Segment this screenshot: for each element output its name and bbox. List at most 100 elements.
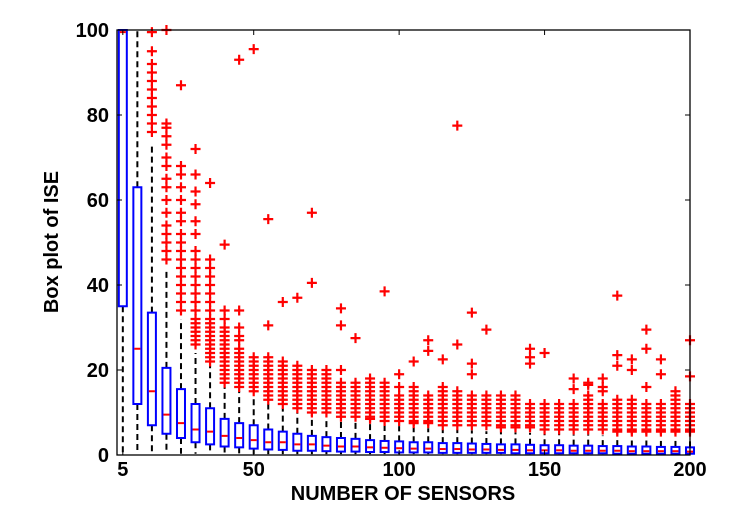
outlier-marker [234, 331, 245, 341]
outlier-marker [205, 305, 216, 316]
outlier-marker [466, 390, 477, 401]
box-iqr [481, 442, 492, 454]
outlier-marker [161, 229, 172, 239]
outlier-marker [175, 207, 186, 218]
outlier-marker [190, 186, 201, 197]
outlier-marker [161, 246, 172, 256]
box-iqr [452, 442, 463, 454]
outlier-marker [306, 207, 317, 218]
outlier-marker [335, 365, 346, 375]
box-iqr [248, 424, 259, 450]
outlier-marker [568, 373, 579, 384]
box-155 [554, 399, 565, 455]
outlier-marker [161, 139, 172, 150]
box-iqr [525, 443, 536, 455]
box-iqr [190, 403, 201, 444]
outlier-marker [612, 350, 623, 361]
outlier-marker [161, 195, 172, 205]
outlier-marker [161, 118, 172, 129]
outlier-marker [554, 399, 565, 409]
outlier-marker [466, 358, 477, 369]
outlier-marker [525, 399, 536, 409]
outlier-marker [175, 216, 186, 227]
outlier-marker [161, 182, 172, 193]
y-tick-label: 0 [98, 445, 109, 467]
outlier-marker [568, 399, 579, 409]
box-iqr [554, 444, 565, 455]
outlier-marker [321, 365, 332, 375]
box-iqr [292, 432, 303, 452]
outlier-marker [263, 320, 274, 331]
outlier-marker [190, 305, 201, 316]
outlier-marker [481, 324, 492, 335]
outlier-marker [205, 280, 216, 290]
box-95 [379, 286, 390, 455]
box-iqr [408, 441, 419, 454]
outlier-marker [408, 356, 419, 367]
box-iqr [379, 439, 390, 454]
outlier-marker [612, 360, 623, 371]
outlier-marker [219, 239, 230, 250]
x-tick-label: 5 [117, 459, 128, 481]
box-iqr [321, 436, 332, 453]
box-10 [132, 30, 143, 454]
outlier-marker [335, 377, 346, 388]
box-65 [292, 292, 303, 455]
box-iqr [161, 366, 172, 435]
outlier-marker [190, 288, 201, 299]
outlier-marker [350, 333, 361, 344]
outlier-marker [161, 237, 172, 248]
outlier-marker [641, 343, 652, 354]
outlier-marker [379, 377, 390, 388]
outlier-marker [641, 324, 652, 335]
box-60 [277, 297, 288, 455]
box-15 [146, 27, 157, 454]
box-170 [597, 373, 608, 455]
outlier-marker [175, 195, 186, 205]
outlier-marker [612, 290, 623, 301]
box-35 [205, 178, 216, 454]
outlier-marker [394, 390, 405, 401]
outlier-marker [335, 320, 346, 331]
outlier-marker [277, 356, 288, 367]
outlier-marker [190, 246, 201, 256]
x-axis: 5 50 100 150 200 [117, 30, 707, 481]
x-tick-label: 200 [673, 459, 706, 481]
box-70 [306, 207, 317, 455]
box-iqr [495, 443, 506, 454]
outlier-marker [263, 214, 274, 225]
outlier-marker [146, 127, 157, 137]
box-190 [655, 354, 666, 455]
outlier-marker [612, 394, 623, 405]
outlier-marker [161, 173, 172, 184]
outlier-marker [597, 382, 608, 392]
outlier-marker [175, 229, 186, 239]
outlier-marker [146, 46, 157, 57]
outlier-marker [234, 305, 245, 316]
outlier-marker [190, 280, 201, 290]
outlier-marker [190, 169, 201, 180]
box-75 [321, 365, 332, 455]
outlier-marker [146, 76, 157, 86]
outlier-marker [175, 246, 186, 256]
outlier-marker [466, 307, 477, 318]
x-axis-title: NUMBER OF SENSORS [291, 483, 515, 505]
outlier-marker [146, 59, 157, 69]
box-iqr [423, 441, 434, 454]
outlier-marker [175, 237, 186, 248]
outlier-marker [394, 382, 405, 392]
outlier-marker [539, 348, 550, 358]
box-iqr [146, 311, 157, 427]
outlier-marker [146, 67, 157, 78]
y-tick-label: 20 [87, 360, 109, 382]
box-iqr [466, 442, 477, 454]
box-120 [452, 120, 463, 455]
outlier-marker [190, 254, 201, 265]
outlier-marker [626, 394, 637, 405]
outlier-marker [306, 365, 317, 375]
outlier-marker [626, 354, 637, 365]
outlier-marker [219, 314, 230, 324]
outlier-marker [394, 369, 405, 380]
outlier-marker [335, 303, 346, 314]
